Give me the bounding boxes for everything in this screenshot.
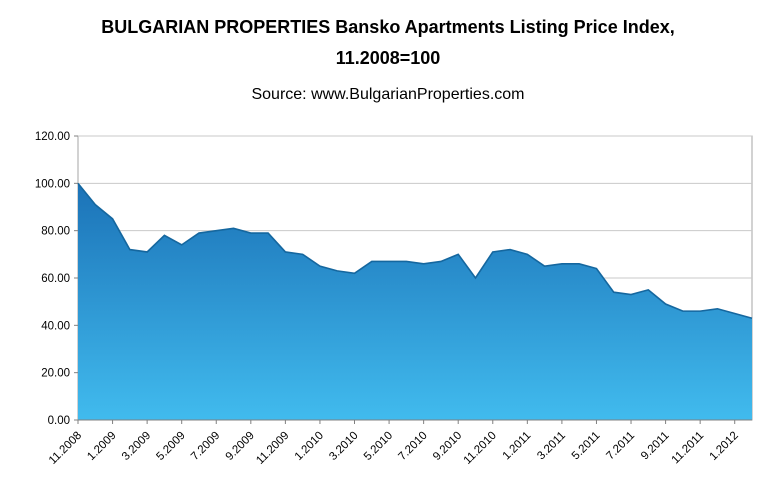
series-line <box>77 182 753 320</box>
x-axis-tick-label: 1.2009 <box>85 430 118 463</box>
x-axis-tick-label: 9.2009 <box>224 430 257 463</box>
chart-plot-container: 0.00 20.00 40.00 60.00 80.00 100.00 120.00 11.2… <box>0 126 776 486</box>
y-axis-tick-label: 60.00 <box>41 273 70 285</box>
y-axis-tick-label: 120.00 <box>35 131 70 143</box>
x-axis-tick-label: 11.2010 <box>462 430 499 467</box>
price-index-area-chart: 0.00 20.00 40.00 60.00 80.00 100.00 120.00 11.2… <box>35 131 753 467</box>
x-axis-tick-label: 3.2011 <box>535 430 568 463</box>
chart-source: Source: www.BulgarianProperties.com <box>251 86 525 103</box>
x-axis-tick-label: 3.2010 <box>327 430 360 463</box>
chart-title: BULGARIAN PROPERTIES Bansko Apartments L… <box>0 0 776 74</box>
x-axis-tick-label: 3.2009 <box>120 430 153 463</box>
x-axis-tick-label: 5.2009 <box>154 430 187 463</box>
x-axis-tick-label: 5.2011 <box>570 430 603 463</box>
chart-title-line1: BULGARIAN PROPERTIES Bansko Apartments L… <box>101 17 675 37</box>
y-axis-tick-label: 80.00 <box>41 226 70 238</box>
y-axis-tick-label: 40.00 <box>41 320 70 332</box>
area-series <box>78 183 752 420</box>
chart-title-line2: 11.2008=100 <box>335 48 441 68</box>
x-axis-tick-label: 11.2008 <box>47 430 84 467</box>
y-axis-tick-label: 100.00 <box>35 178 70 190</box>
x-axis-tick-label: 9.2011 <box>639 430 672 463</box>
x-axis-tick-label: 1.2011 <box>501 430 534 463</box>
x-axis-tick-label: 11.2009 <box>254 430 291 467</box>
x-axis-tick-label: 7.2011 <box>604 430 637 463</box>
x-axis-tick-label: 9.2010 <box>431 430 464 463</box>
y-axis-tick-label: 20.00 <box>41 368 70 380</box>
x-axis-tick-label: 7.2009 <box>189 430 222 463</box>
x-axis-tick-label: 1.2012 <box>707 430 740 463</box>
y-axis-tick-label: 0.00 <box>48 415 70 427</box>
x-axis-tick-label: 5.2010 <box>362 430 395 463</box>
x-axis-tick-label: 7.2010 <box>396 430 429 463</box>
x-axis-tick-label: 11.2011 <box>670 430 707 467</box>
x-axis-tick-label: 1.2010 <box>293 430 326 463</box>
